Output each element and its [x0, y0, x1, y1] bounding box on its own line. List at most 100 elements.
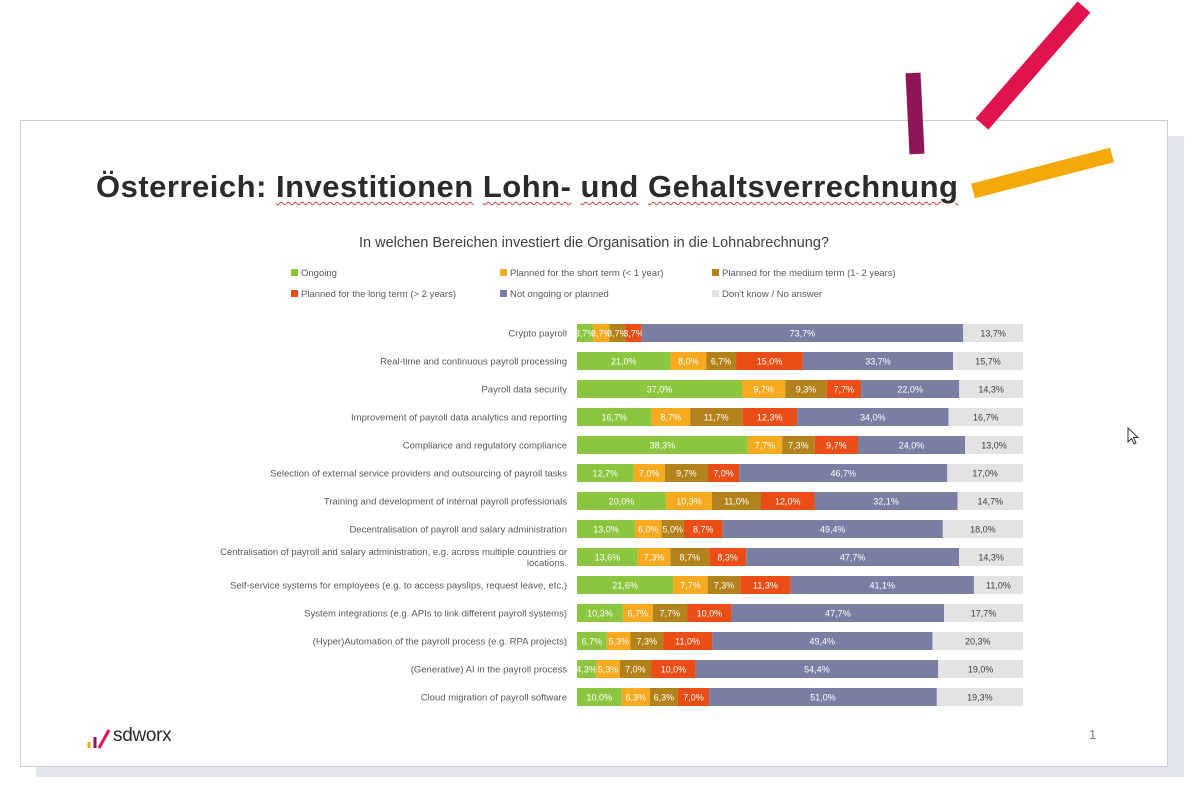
bar-segment	[637, 548, 671, 566]
bar-value-label: 11,0%	[986, 581, 1011, 591]
bar-value-label: 24,0%	[899, 441, 925, 451]
bar-value-label: 10,3%	[676, 497, 702, 507]
legend-swatch	[291, 290, 298, 297]
bar-value-label: 3,7%	[623, 329, 644, 339]
bar-value-label: 6,7%	[711, 357, 732, 367]
bar-segment	[664, 464, 708, 482]
bar-segment	[973, 576, 1023, 594]
bar-segment	[652, 604, 688, 622]
bar-value-label: 6,0%	[638, 525, 659, 535]
bar-segment	[663, 632, 713, 650]
bar-segment	[959, 380, 1023, 398]
legend-swatch	[500, 269, 507, 276]
bar-value-label: 49,4%	[810, 637, 836, 647]
bar-value-label: 11,7%	[704, 413, 729, 423]
legend-label: Planned for the medium term (1- 2 years)	[722, 268, 896, 279]
category-label: Cloud migration of payroll software	[421, 693, 567, 704]
bar-segment	[673, 576, 708, 594]
legend-item: Planned for the short term (< 1 year)	[500, 268, 663, 279]
bar-segment	[670, 352, 707, 370]
stacked-bar-chart: Crypto payroll 3,7%3,7%3,7%3,7% 73,7% 13,7%…	[220, 324, 1023, 706]
logo-text: sdworx	[113, 725, 172, 746]
category-label: System integrations (e.g. APIs to link d…	[304, 609, 567, 620]
bar-segment	[577, 436, 748, 454]
bar-value-label: 7,7%	[755, 441, 776, 451]
category-label: Selection of external service providers …	[270, 469, 567, 480]
slide-title-word: Gehaltsverrechnung	[647, 169, 959, 204]
legend-item: Not ongoing or planned	[500, 289, 609, 300]
category-label: Real-time and continuous payroll process…	[380, 357, 567, 368]
bar-segment	[577, 520, 635, 538]
bar-value-label: 41,1%	[870, 581, 896, 591]
bar-segment	[577, 408, 652, 426]
bar-segment	[661, 520, 684, 538]
bar-segment	[814, 492, 958, 510]
bar-value-label: 19,0%	[968, 665, 994, 675]
slide-title-prefix: Österreich:	[96, 169, 277, 204]
bar-value-label: 20,0%	[609, 497, 635, 507]
legend-swatch	[712, 290, 719, 297]
bar-segment	[731, 604, 945, 622]
bar-value-label: 9,7%	[676, 469, 697, 479]
bar-value-label: 3,7%	[575, 329, 596, 339]
bar-segment	[622, 604, 653, 622]
bar-value-label: 4,3%	[576, 665, 597, 675]
bar-value-label: 49,4%	[820, 525, 846, 535]
bar-value-label: 46,7%	[830, 469, 856, 479]
category-label: Self-service systems for employees (e.g.…	[230, 581, 567, 592]
bar-value-label: 7,0%	[639, 469, 660, 479]
bar-segment	[707, 464, 740, 482]
bar-segment	[577, 324, 594, 342]
bar-value-label: 12,3%	[757, 413, 783, 423]
bar-segment	[942, 520, 1023, 538]
chart-title: In welchen Bereichen investiert die Orga…	[359, 235, 829, 251]
legend-swatch	[500, 290, 507, 297]
page-number: 1	[1089, 727, 1097, 742]
bar-value-label: 17,0%	[972, 469, 998, 479]
legend-label: Not ongoing or planned	[510, 289, 609, 300]
bar-value-label: 47,7%	[825, 609, 851, 619]
bar-segment	[965, 436, 1023, 454]
bar-value-label: 7,3%	[714, 581, 735, 591]
bar-value-label: 10,3%	[587, 609, 613, 619]
bar-value-label: 14,3%	[978, 553, 1004, 563]
category-label: Payroll data security	[481, 385, 567, 396]
bar-segment	[577, 688, 622, 706]
bar-segment	[709, 548, 747, 566]
bar-value-label: 8,7%	[661, 413, 682, 423]
legend-label: Don't know / No answer	[722, 289, 823, 300]
bar-segment	[606, 632, 631, 650]
bar-value-label: 7,7%	[660, 609, 681, 619]
bar-value-label: 15,7%	[975, 357, 1001, 367]
bar-value-label: 73,7%	[790, 329, 816, 339]
bar-segment	[740, 576, 791, 594]
slide-title-word: Investitionen	[276, 169, 474, 204]
legend-swatch	[291, 269, 298, 276]
bar-value-label: 9,7%	[826, 441, 847, 451]
legend-label: Planned for the long term (> 2 years)	[301, 289, 456, 300]
category-label: locations.	[527, 558, 567, 569]
bar-value-label: 21,6%	[612, 581, 638, 591]
bar-value-label: 37,0%	[647, 385, 673, 395]
bar-segment	[953, 352, 1023, 370]
decoration-red-stroke	[975, 1, 1091, 130]
bar-segment	[747, 436, 783, 454]
bar-value-label: 13,0%	[593, 525, 619, 535]
bar-value-label: 5,3%	[598, 665, 619, 675]
bar-value-label: 3,7%	[591, 329, 612, 339]
legend-swatch	[712, 269, 719, 276]
bar-value-label: 47,7%	[840, 553, 866, 563]
bar-value-label: 18,0%	[970, 525, 996, 535]
bar-value-label: 7,7%	[680, 581, 701, 591]
bar-value-label: 5,0%	[663, 525, 684, 535]
bar-value-label: 34,0%	[860, 413, 886, 423]
bar-segment	[736, 352, 803, 370]
mouse-cursor-icon	[1127, 427, 1140, 445]
bar-segment	[948, 408, 1023, 426]
bar-value-label: 11,0%	[675, 637, 700, 647]
bar-value-label: 38,3%	[650, 441, 676, 451]
legend-item: Planned for the long term (> 2 years)	[291, 289, 456, 300]
bar-segment	[932, 632, 1023, 650]
category-label: Compliance and regulatory compliance	[403, 441, 567, 452]
bar-segment	[814, 436, 858, 454]
